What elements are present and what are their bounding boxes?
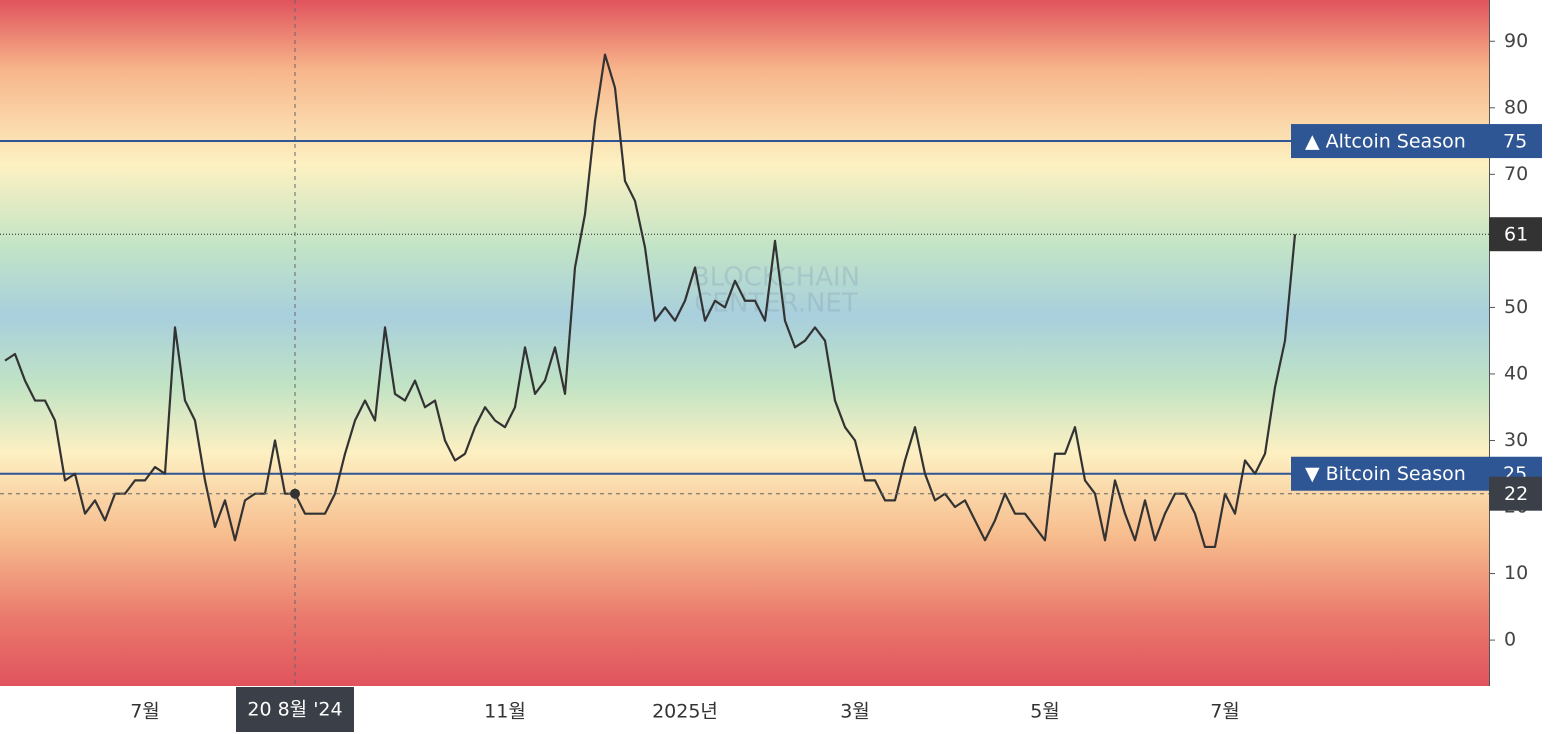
last-value-tag xyxy=(1489,217,1542,252)
y-tick-label: 30 xyxy=(1504,429,1528,451)
y-tick-label: 10 xyxy=(1504,562,1528,584)
reference-label: ▲ Altcoin Season xyxy=(1305,131,1466,153)
y-tick-label: 50 xyxy=(1504,296,1528,318)
y-tick-label: 0 xyxy=(1504,629,1516,651)
reference-value: 75 xyxy=(1503,131,1527,153)
crosshair-y-tag xyxy=(1489,476,1542,511)
y-tick-label: 80 xyxy=(1504,96,1528,118)
x-tick-label: 3월 xyxy=(840,701,870,723)
crosshair-y-label: 22 xyxy=(1504,483,1528,505)
y-tick-label: 40 xyxy=(1504,362,1528,384)
reference-tag xyxy=(1291,124,1542,159)
x-tick-label: 7월 xyxy=(130,701,160,723)
crosshair-x-tag xyxy=(236,687,354,732)
watermark: CENTER.NET xyxy=(694,289,858,319)
last-value-label: 61 xyxy=(1504,224,1528,246)
reference-label: ▼ Bitcoin Season xyxy=(1305,463,1466,485)
plot-background xyxy=(0,0,1489,686)
crosshair-x-label: 20 8월 '24 xyxy=(247,699,342,721)
y-tick-label: 70 xyxy=(1504,163,1528,185)
x-tick-label: 5월 xyxy=(1030,701,1060,723)
watermark: BLOCKCHAIN xyxy=(692,263,860,293)
x-tick-label: 7월 xyxy=(1210,701,1240,723)
x-tick-label: 11월 xyxy=(484,701,526,723)
x-tick-label: 2025년 xyxy=(652,701,718,723)
crosshair-point xyxy=(290,488,300,499)
line xyxy=(4,53,1297,549)
y-tick-label: 90 xyxy=(1504,30,1528,52)
